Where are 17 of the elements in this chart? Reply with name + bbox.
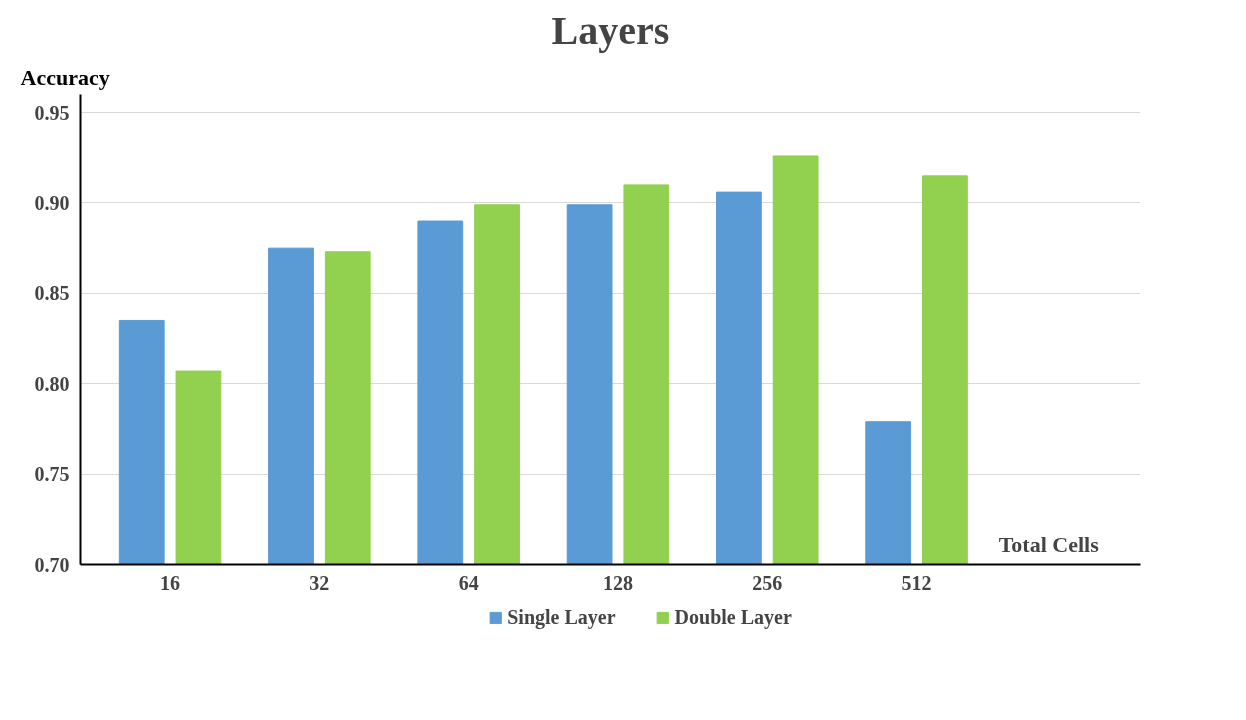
y-tick-label: 0.80	[34, 372, 70, 395]
y-axis-title: Accuracy	[20, 64, 110, 90]
x-axis-title: Total Cells	[998, 531, 1100, 557]
y-tick-label: 0.70	[34, 553, 70, 576]
x-tick-label: 256	[752, 571, 783, 594]
y-tick-label: 0.95	[34, 101, 70, 124]
x-tick-label: 64	[458, 571, 479, 594]
chart-title: Layers	[551, 7, 670, 53]
y-tick-label: 0.90	[34, 191, 70, 214]
x-tick-label: 16	[160, 571, 181, 594]
legend-label: Double Layer	[674, 605, 792, 629]
y-tick-label: 0.85	[34, 282, 70, 305]
x-tick-label: 128	[602, 571, 633, 594]
y-tick-label: 0.75	[34, 463, 70, 486]
x-tick-label: 32	[309, 571, 330, 594]
x-tick-label: 512	[901, 571, 932, 594]
legend-label: Single Layer	[507, 605, 616, 629]
